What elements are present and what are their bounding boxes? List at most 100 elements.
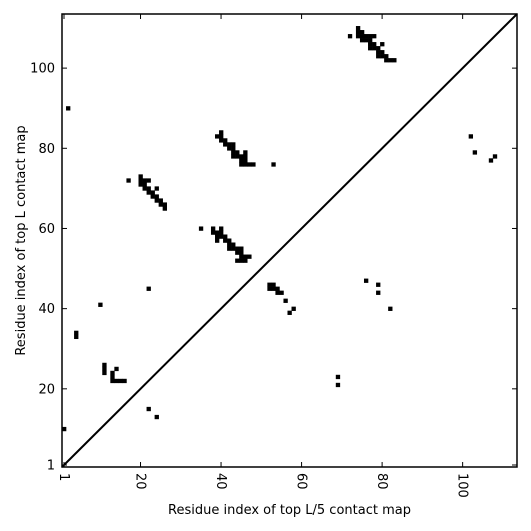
y-tick-label: 100 <box>30 62 55 77</box>
contact-cell <box>376 50 381 55</box>
contact-cell <box>219 230 224 235</box>
contact-cell <box>158 202 163 207</box>
contact-cell <box>335 374 341 380</box>
contact-cell <box>219 134 224 139</box>
contact-cell <box>247 162 252 167</box>
contact-cell <box>110 370 115 376</box>
contact-cell <box>488 158 494 163</box>
contact-cell <box>138 178 143 183</box>
contact-cell <box>227 246 232 251</box>
contact-cell <box>235 250 240 255</box>
contact-cell <box>138 174 143 179</box>
contact-cell <box>359 34 365 39</box>
contact-cell <box>239 250 244 255</box>
contact-cell <box>227 142 232 147</box>
contact-cell <box>376 290 381 295</box>
contact-cell <box>142 186 147 191</box>
contact-cell <box>154 186 159 191</box>
contact-cell <box>231 242 236 247</box>
contact-cell <box>74 330 79 336</box>
y-tick-label: 1 <box>47 458 55 473</box>
contact-cell <box>368 42 373 47</box>
contact-cell <box>355 30 361 35</box>
contact-cell <box>231 246 236 251</box>
contact-cell <box>114 378 119 384</box>
contact-cell <box>150 194 155 199</box>
contact-cell <box>215 234 220 239</box>
contact-cell <box>239 154 244 159</box>
contact-cells <box>62 26 498 432</box>
y-tick-label: 40 <box>38 302 55 317</box>
contact-cell <box>219 138 224 143</box>
contact-cell <box>126 178 131 183</box>
contact-cell <box>102 366 107 372</box>
contact-cell <box>146 178 151 183</box>
contact-cell <box>227 242 232 247</box>
contact-cell <box>198 226 204 231</box>
contact-cell <box>231 146 236 151</box>
contact-cell <box>275 286 280 291</box>
contact-cell <box>335 382 341 388</box>
contact-cell <box>388 58 393 63</box>
contact-cell <box>355 34 361 39</box>
x-tick-label: 20 <box>133 473 148 490</box>
contact-cell <box>118 378 123 384</box>
contact-cell <box>380 50 385 55</box>
contact-cell <box>287 310 292 315</box>
contact-cell <box>376 54 381 59</box>
contact-cell <box>219 234 224 239</box>
contact-cell <box>368 34 373 39</box>
contact-cell <box>359 30 365 35</box>
contact-cell <box>223 138 228 143</box>
contact-cell <box>146 186 151 191</box>
y-tick-label: 60 <box>38 222 55 237</box>
x-tick-label: 100 <box>455 473 470 498</box>
contact-cell <box>210 230 216 235</box>
contact-cell <box>235 246 240 251</box>
contact-cell <box>384 54 389 59</box>
contact-cell <box>380 54 385 59</box>
contact-cell <box>235 150 240 155</box>
contact-cell <box>142 178 147 183</box>
contact-cell <box>231 142 236 147</box>
contact-cell <box>243 150 248 155</box>
contact-cell <box>492 154 498 159</box>
contact-cell <box>235 258 240 263</box>
contact-cell <box>102 362 107 368</box>
contact-cell <box>146 286 151 291</box>
contact-cell <box>150 190 155 195</box>
contact-cell <box>271 162 276 167</box>
contact-cell <box>219 130 224 135</box>
contact-cell <box>231 150 236 155</box>
contact-cell <box>359 38 365 43</box>
contact-cell <box>368 46 373 51</box>
contact-cell <box>271 282 276 287</box>
contact-cell <box>472 150 478 155</box>
contact-cell <box>74 334 79 340</box>
contact-cell <box>355 26 361 31</box>
contact-cell <box>122 378 127 384</box>
contact-cell <box>215 134 220 139</box>
x-tick-label: 80 <box>374 473 389 490</box>
contact-cell <box>158 198 163 203</box>
contact-cell <box>247 254 252 259</box>
contact-cell <box>114 366 119 372</box>
contact-cell <box>251 162 256 167</box>
contact-cell <box>223 234 228 239</box>
contact-cell <box>239 162 244 167</box>
contact-cell <box>392 58 397 63</box>
contact-cell <box>138 182 143 187</box>
contact-cell <box>468 134 474 139</box>
contact-cell <box>267 282 272 287</box>
x-tick-label: 1 <box>56 473 71 481</box>
contact-cell <box>223 238 228 243</box>
contact-cell <box>243 258 248 263</box>
x-axis-label: Residue index of top L/5 contact map <box>168 503 411 518</box>
contact-cell <box>98 302 103 307</box>
contact-cell <box>146 406 151 412</box>
contact-cell <box>363 278 369 283</box>
contact-cell <box>162 206 167 211</box>
contact-cell <box>380 42 385 47</box>
contact-cell <box>368 38 373 43</box>
